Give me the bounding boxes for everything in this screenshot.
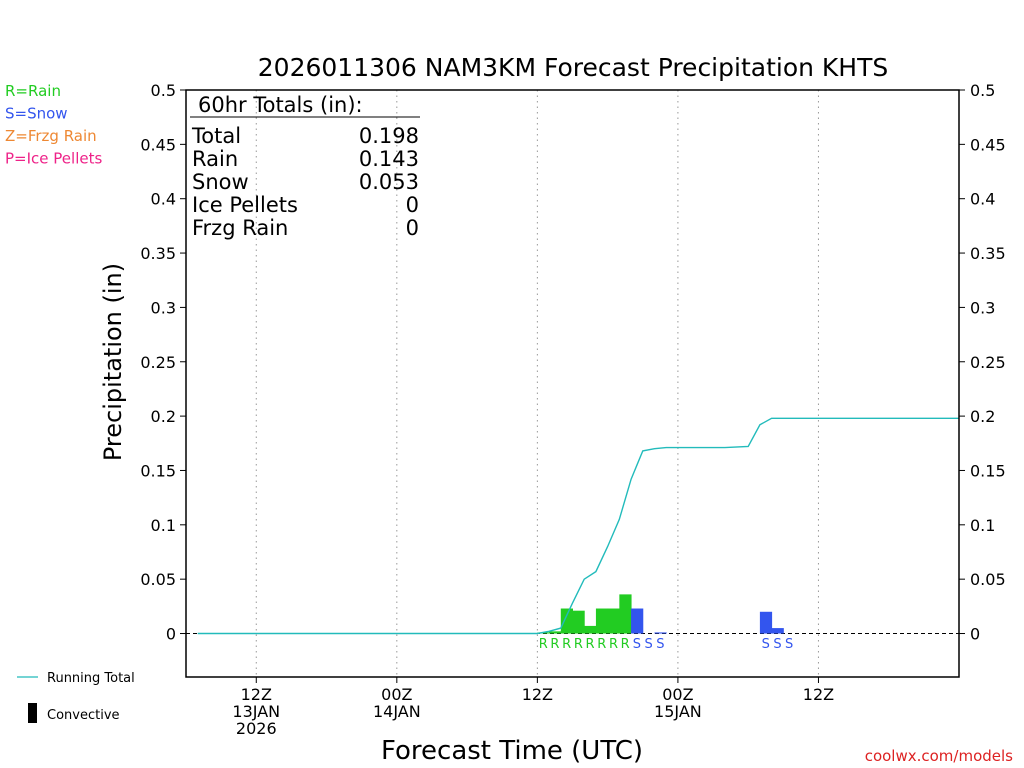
x-tick-label: 2026 [236, 719, 277, 738]
ptype-letter: R [609, 637, 618, 652]
y-tick-label-right: 0.4 [970, 190, 995, 209]
totals-row-label: Ice Pellets [192, 193, 298, 217]
legend-ptype-entry: Z=Frzg Rain [5, 127, 97, 145]
totals-heading: 60hr Totals (in): [198, 93, 363, 117]
y-tick-label-right: 0.1 [970, 516, 995, 535]
precip-bar [595, 608, 609, 634]
precip-bar [560, 608, 573, 634]
y-tick-label-left: 0.2 [151, 407, 176, 426]
x-tick-label: 14JAN [373, 702, 421, 721]
ptype-letter: S [762, 637, 770, 652]
legend-convective-swatch [28, 703, 37, 723]
totals-row-value: 0 [406, 216, 419, 240]
y-tick-label-left: 0.5 [151, 81, 176, 100]
y-tick-label-left: 0.25 [140, 353, 176, 372]
legend-running-total-label: Running Total [47, 671, 135, 686]
x-axis-label: Forecast Time (UTC) [381, 736, 643, 766]
ptype-letter: S [785, 637, 793, 652]
y-tick-label-left: 0.4 [151, 190, 176, 209]
x-tick-label: 00Z [662, 685, 693, 704]
precip-bar [631, 608, 644, 634]
legend-ptype-entry: S=Snow [5, 105, 68, 123]
ptype-letter: R [621, 637, 630, 652]
totals-row-label: Snow [192, 170, 249, 194]
precip-bar [771, 628, 784, 634]
ptype-letter: R [562, 637, 571, 652]
precip-bar [654, 632, 667, 634]
x-tick-label: 00Z [381, 685, 412, 704]
ptype-letter: R [574, 637, 583, 652]
plot-area: R R R R R R R R S S S S S S0 00.05 0.050.1 0.10.15 0.150.… [140, 81, 1005, 738]
ptype-letter: R [539, 637, 548, 652]
ptype-letter: S [656, 637, 664, 652]
legend: R=Rain S=Snow Z=Frzg Rain P=Ice Pellets Runn… [5, 82, 135, 723]
y-tick-label-right: 0.35 [970, 244, 1006, 263]
x-tick-label: 12Z [522, 685, 553, 704]
legend-convective-label: Convective [47, 708, 120, 723]
y-axis-label: Precipitation (in) [99, 263, 127, 461]
y-tick-label-left: 0.3 [151, 298, 176, 317]
y-tick-label-right: 0.2 [970, 407, 995, 426]
totals-row-label: Total [191, 124, 241, 148]
totals-row-value: 0.143 [359, 147, 419, 171]
precip-bar [572, 610, 585, 634]
legend-ptype-entry: P=Ice Pellets [5, 150, 102, 168]
totals-row-label: Rain [192, 147, 238, 171]
y-tick-label-right: 0.05 [970, 570, 1006, 589]
y-tick-label-right: 0 [970, 625, 980, 644]
precip-bar [549, 631, 562, 634]
y-tick-label-left: 0.45 [140, 135, 176, 154]
y-tick-label-left: 0.05 [140, 570, 176, 589]
y-tick-label-left: 0.35 [140, 244, 176, 263]
y-tick-label-left: 0.1 [151, 516, 176, 535]
running-total-line [197, 417, 959, 635]
ptype-letter: R [586, 637, 595, 652]
totals-row-value: 0.053 [359, 170, 419, 194]
y-tick-label-right: 0.15 [970, 461, 1006, 480]
credit-text: coolwx.com/models [865, 747, 1013, 765]
x-tick-label: 15JAN [654, 702, 702, 721]
chart-title: 2026011306 NAM3KM Forecast Precipitation… [258, 53, 888, 82]
ptype-letter: R [550, 637, 559, 652]
legend-ptype-entry: R=Rain [5, 82, 61, 100]
y-tick-label-left: 0 [166, 625, 176, 644]
precip-bar [759, 611, 773, 634]
y-tick-label-right: 0.25 [970, 353, 1006, 372]
ptype-letter: S [644, 637, 652, 652]
y-tick-label-right: 0.45 [970, 135, 1006, 154]
totals-row-label: Frzg Rain [192, 216, 288, 240]
y-tick-label-right: 0.5 [970, 81, 995, 100]
plot-frame [185, 89, 960, 678]
x-tick-label: 13JAN [232, 702, 280, 721]
precip-bar [584, 625, 597, 634]
precip-bar [607, 608, 620, 634]
ptype-letter: S [633, 637, 641, 652]
precip-bar [619, 594, 632, 634]
ptype-letter: R [597, 637, 606, 652]
x-tick-label: 12Z [803, 685, 834, 704]
x-tick-label: 12Z [241, 685, 272, 704]
totals-box: 60hr Totals (in): Total 0.198 Rain 0.143 Snow… [190, 93, 420, 240]
y-tick-label-right: 0.3 [970, 298, 995, 317]
totals-row-value: 0.198 [359, 124, 419, 148]
ptype-letter: S [773, 637, 781, 652]
totals-row-value: 0 [406, 193, 419, 217]
y-tick-label-left: 0.15 [140, 461, 176, 480]
